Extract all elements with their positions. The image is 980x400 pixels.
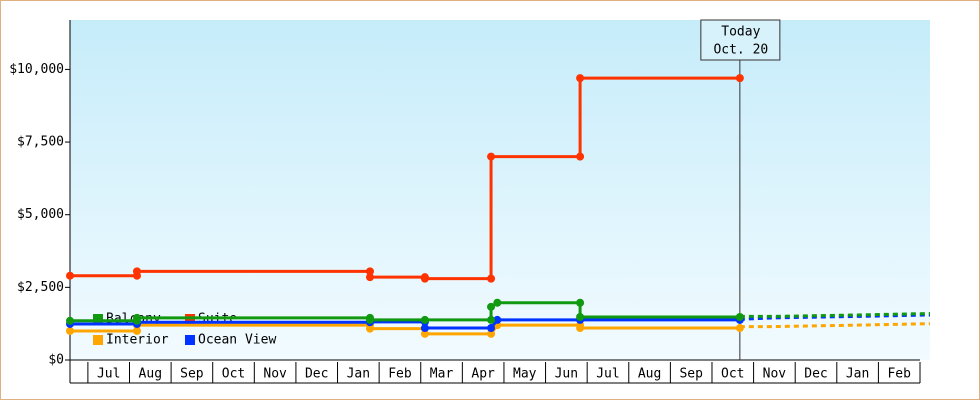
legend-swatch bbox=[93, 335, 103, 345]
price-point bbox=[487, 274, 496, 283]
x-tick-label: Jan bbox=[347, 367, 370, 382]
price-point bbox=[365, 267, 374, 276]
price-point bbox=[576, 312, 585, 321]
x-tick-label: Dec bbox=[804, 367, 827, 382]
x-tick-label: Jul bbox=[596, 367, 619, 382]
price-point bbox=[66, 271, 74, 280]
x-tick-label: Dec bbox=[305, 367, 328, 382]
x-tick-label: May bbox=[513, 367, 537, 382]
price-point bbox=[487, 152, 496, 161]
x-tick-label: Nov bbox=[263, 367, 287, 382]
price-point bbox=[576, 152, 585, 161]
price-point bbox=[365, 273, 374, 282]
price-point bbox=[420, 315, 429, 324]
legend-swatch bbox=[185, 335, 195, 345]
price-point bbox=[420, 274, 429, 283]
x-tick-label: Feb bbox=[887, 367, 911, 382]
today-box bbox=[700, 19, 781, 61]
x-tick-label: Jan bbox=[846, 367, 869, 382]
price-point bbox=[420, 324, 429, 333]
price-point bbox=[365, 324, 374, 333]
price-point bbox=[735, 324, 744, 333]
today-label: Today bbox=[721, 25, 760, 40]
x-tick-label: Aug bbox=[638, 367, 661, 382]
price-point bbox=[576, 324, 585, 333]
price-point bbox=[576, 74, 585, 83]
price-point bbox=[487, 302, 496, 311]
x-tick-label: Aug bbox=[139, 367, 162, 382]
x-tick-label: Nov bbox=[763, 367, 787, 382]
y-tick-label: $0 bbox=[48, 353, 64, 368]
y-tick-label: $7,500 bbox=[17, 135, 64, 150]
legend-swatch bbox=[93, 314, 103, 324]
price-point bbox=[66, 326, 74, 335]
y-tick-label: $5,000 bbox=[17, 207, 64, 222]
forecast-line bbox=[739, 322, 931, 329]
today-date: Oct. 20 bbox=[713, 43, 768, 58]
price-point bbox=[66, 316, 74, 325]
y-tick-label: $10,000 bbox=[9, 62, 64, 77]
price-point bbox=[735, 74, 744, 83]
x-tick-label: Sep bbox=[180, 367, 204, 382]
forecast-line bbox=[739, 312, 931, 318]
price-point bbox=[487, 329, 496, 338]
price-point bbox=[132, 313, 141, 322]
x-tick-label: Apr bbox=[471, 367, 495, 382]
x-tick-label: Feb bbox=[388, 367, 412, 382]
legend-label: Ocean View bbox=[198, 333, 276, 348]
price-point bbox=[735, 312, 744, 321]
plot-area bbox=[70, 20, 930, 360]
x-tick-label: Sep bbox=[679, 367, 703, 382]
price-point bbox=[132, 267, 141, 276]
x-tick-label: Jun bbox=[555, 367, 578, 382]
price-point bbox=[493, 315, 502, 324]
x-tick-label: Oct bbox=[721, 367, 744, 382]
price-point bbox=[493, 298, 502, 307]
x-tick-label: Jul bbox=[97, 367, 120, 382]
price-point bbox=[132, 326, 141, 335]
x-tick-label: Mar bbox=[430, 367, 454, 382]
price-point bbox=[576, 298, 585, 307]
y-tick-label: $2,500 bbox=[17, 280, 64, 295]
price-point bbox=[420, 329, 429, 338]
price-point bbox=[487, 315, 496, 324]
x-tick-label: Oct bbox=[222, 367, 245, 382]
price-point bbox=[365, 315, 374, 324]
price-point bbox=[487, 324, 496, 333]
legend-label: Interior bbox=[106, 333, 169, 348]
